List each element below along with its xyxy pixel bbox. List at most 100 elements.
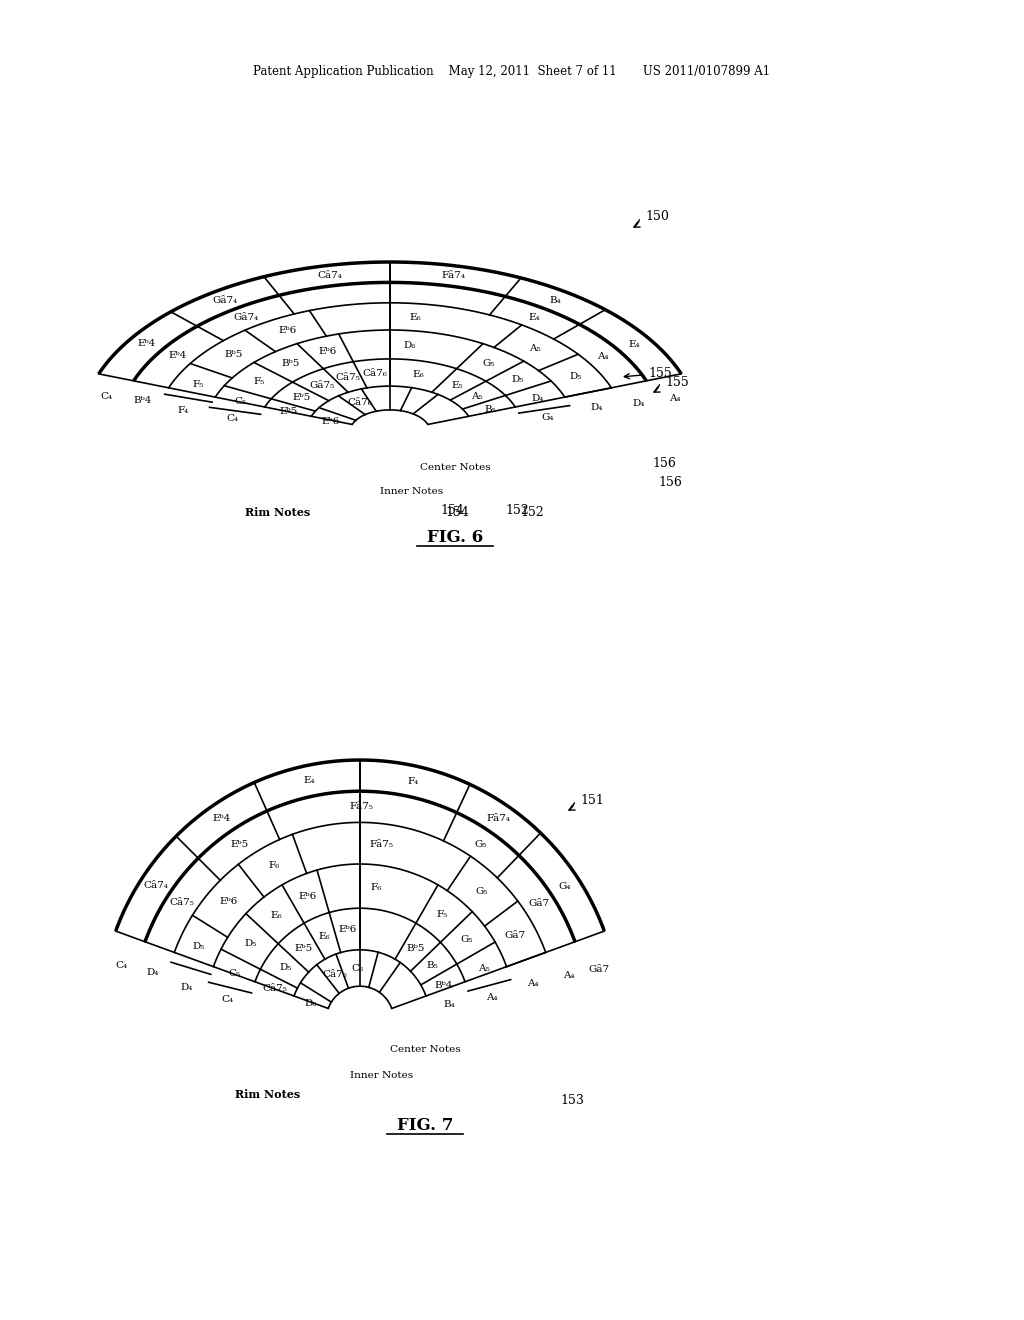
Text: G₅: G₅ [474,840,487,849]
Text: D₅: D₅ [244,939,256,948]
Text: D₅: D₅ [511,375,523,384]
Text: Gȃ7: Gȃ7 [589,965,609,974]
Text: Cȃ7₅: Cȃ7₅ [335,372,360,381]
Text: FIG. 6: FIG. 6 [427,528,483,545]
Text: B₅: B₅ [427,961,438,970]
Text: Cȃ7₆: Cȃ7₆ [323,970,347,979]
Text: F₄: F₄ [408,777,419,785]
Text: Eᵇ4: Eᵇ4 [169,351,187,359]
Text: 150: 150 [645,210,669,223]
Text: B₄: B₄ [549,296,561,305]
Text: Gȃ7₄: Gȃ7₄ [212,296,238,305]
Text: A₄: A₄ [597,351,609,360]
Text: D₅: D₅ [280,964,292,973]
Text: Center Notes: Center Notes [390,1045,461,1055]
Text: A₄: A₄ [563,972,574,981]
Text: 156: 156 [652,457,676,470]
Text: Bᵇ4: Bᵇ4 [133,396,152,405]
Text: C₄: C₄ [221,994,233,1003]
Text: E₆: E₆ [318,932,331,941]
Text: Inner Notes: Inner Notes [350,1071,413,1080]
Text: Fȃ7₄: Fȃ7₄ [486,814,510,824]
Text: C₆: C₆ [351,964,364,973]
Text: 154: 154 [440,504,464,517]
Text: D₅: D₅ [569,372,582,381]
Text: Eᵇ6: Eᵇ6 [219,898,238,907]
Text: Bᵇ5: Bᵇ5 [224,350,243,359]
Text: G₅: G₅ [461,935,473,944]
Text: F₅: F₅ [254,378,265,387]
Text: D₄: D₄ [146,968,159,977]
Text: Eᵇ4: Eᵇ4 [212,814,230,824]
Text: G₄: G₄ [559,882,571,891]
Text: 154: 154 [445,506,469,519]
Text: 153: 153 [560,1093,584,1106]
Text: Gȃ7₅: Gȃ7₅ [310,381,335,389]
Text: F₄: F₄ [177,407,188,416]
Text: A₅: A₅ [529,343,541,352]
Text: Cȃ7₄: Cȃ7₄ [317,271,342,280]
Text: Cȃ7₄: Cȃ7₄ [143,880,169,890]
Text: Gȃ7: Gȃ7 [505,931,526,940]
Text: D₄: D₄ [531,393,544,403]
Text: F₆: F₆ [268,861,280,870]
Text: E₄: E₄ [303,776,315,785]
Text: G₄: G₄ [542,413,554,422]
Text: Gȃ7: Gȃ7 [528,899,549,908]
Text: 155: 155 [665,375,689,388]
Text: 155: 155 [625,367,672,380]
Text: Eᵇ6: Eᵇ6 [322,417,340,426]
Text: E₄: E₄ [528,313,540,322]
Text: Center Notes: Center Notes [420,462,490,471]
Text: A₅: A₅ [471,392,482,401]
Text: Bᵇ5: Bᵇ5 [282,359,300,368]
Text: F₆: F₆ [371,883,382,891]
Text: C₄: C₄ [226,413,239,422]
Text: Eᵇ5: Eᵇ5 [280,407,298,416]
Text: Patent Application Publication    May 12, 2011  Sheet 7 of 11       US 2011/0107: Patent Application Publication May 12, 2… [253,66,771,78]
Text: E₆: E₆ [413,370,424,379]
Text: D₄: D₄ [633,399,645,408]
Text: F₅: F₅ [193,380,204,388]
Text: Bᵇ5: Bᵇ5 [407,944,425,953]
Text: Rim Notes: Rim Notes [245,507,310,517]
Text: B₅: B₅ [484,405,496,413]
Text: G₅: G₅ [475,887,488,896]
Text: E₆: E₆ [410,313,422,322]
Text: Inner Notes: Inner Notes [380,487,443,496]
Text: Eᵇ6: Eᵇ6 [318,347,337,356]
Text: F₅: F₅ [437,909,449,919]
Text: Cȃ7₆: Cȃ7₆ [362,368,387,378]
Text: Cȃ7₅: Cȃ7₅ [262,983,287,993]
Text: A₅: A₅ [478,964,489,973]
Text: C₄: C₄ [116,961,128,969]
Text: C₅: C₅ [234,397,247,405]
Text: B₄: B₄ [443,1001,456,1010]
Text: Fȃ7₅: Fȃ7₅ [350,803,374,812]
Text: Eᵇ6: Eᵇ6 [338,925,356,935]
Text: 152: 152 [505,504,528,517]
Text: Gȃ7₄: Gȃ7₄ [233,313,259,322]
Text: Eᵇ5: Eᵇ5 [294,944,312,953]
Text: 152: 152 [520,506,544,519]
Text: G₅: G₅ [482,359,495,367]
Text: FIG. 7: FIG. 7 [397,1117,454,1134]
Text: A₄: A₄ [670,395,681,404]
Text: Eᵇ5: Eᵇ5 [292,393,310,403]
Text: Eᵇ6: Eᵇ6 [299,892,316,902]
Text: E₆: E₆ [270,911,283,920]
Text: D₆: D₆ [403,341,416,350]
Text: D₄: D₄ [590,404,602,412]
Text: Fȃ7₄: Fȃ7₄ [441,272,465,280]
Text: Eᵇ6: Eᵇ6 [279,326,297,335]
Text: 151: 151 [580,793,604,807]
Text: Eᵇ5: Eᵇ5 [230,840,249,849]
Text: C₄: C₄ [100,392,113,400]
Text: D₅: D₅ [193,942,205,952]
Text: Cȃ7₆: Cȃ7₆ [347,397,373,407]
Text: 156: 156 [658,475,682,488]
Text: Eᵇ4: Eᵇ4 [138,339,156,348]
Text: Rim Notes: Rim Notes [234,1089,300,1101]
Text: Bᵇ4: Bᵇ4 [435,981,454,990]
Text: Fȃ7₅: Fȃ7₅ [370,840,393,849]
